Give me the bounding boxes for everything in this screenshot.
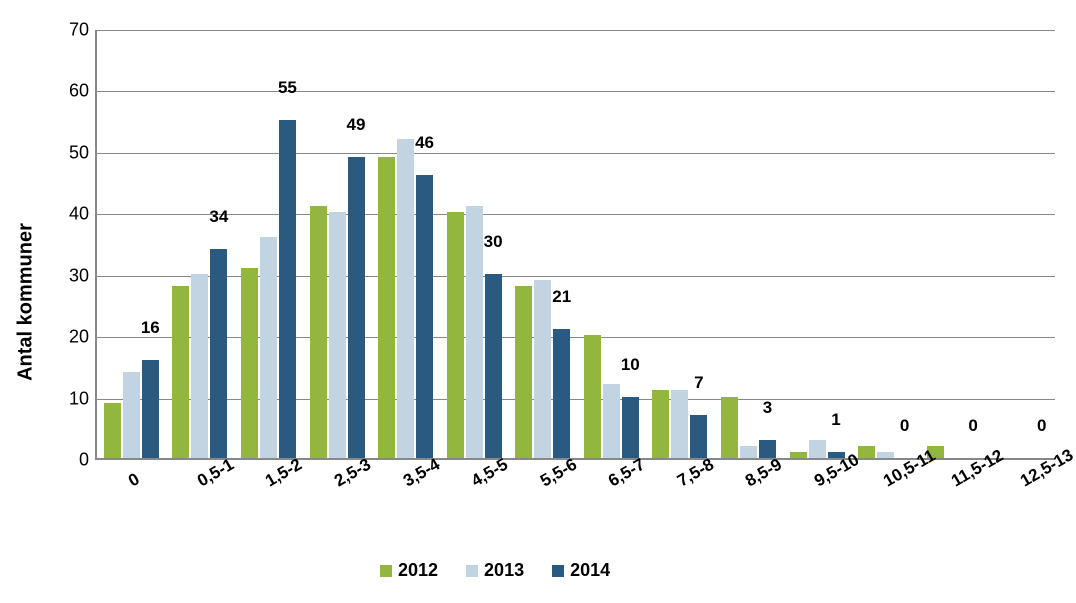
legend-swatch bbox=[552, 565, 564, 577]
chart-container: Antal kommuner 1634554946302110731000 01… bbox=[0, 0, 1076, 603]
value-label: 7 bbox=[694, 373, 703, 393]
bar bbox=[858, 446, 875, 458]
y-tick-label: 40 bbox=[69, 204, 97, 225]
bar bbox=[210, 249, 227, 458]
bar bbox=[397, 139, 414, 458]
y-tick-label: 10 bbox=[69, 388, 97, 409]
bar bbox=[622, 397, 639, 458]
y-tick-label: 0 bbox=[79, 450, 97, 471]
value-label: 1 bbox=[831, 410, 840, 430]
bar bbox=[329, 212, 346, 458]
bar bbox=[534, 280, 551, 458]
bar bbox=[877, 452, 894, 458]
bar bbox=[104, 403, 121, 458]
value-label: 0 bbox=[968, 416, 977, 436]
bar bbox=[740, 446, 757, 458]
x-tick-label: 8,5-9 bbox=[742, 455, 786, 492]
bar bbox=[690, 415, 707, 458]
legend-label: 2012 bbox=[398, 560, 438, 581]
bar bbox=[241, 268, 258, 458]
y-tick-label: 70 bbox=[69, 20, 97, 41]
bar bbox=[260, 237, 277, 458]
x-tick-label: 0,5-1 bbox=[194, 455, 238, 492]
bar bbox=[447, 212, 464, 458]
bar bbox=[191, 274, 208, 458]
bar bbox=[603, 384, 620, 458]
y-axis-title: Antal kommuner bbox=[14, 223, 37, 381]
value-label: 49 bbox=[347, 115, 366, 135]
value-label: 55 bbox=[278, 78, 297, 98]
bar bbox=[310, 206, 327, 458]
legend-swatch bbox=[466, 565, 478, 577]
x-tick-label: 2,5-3 bbox=[331, 455, 375, 492]
legend-item: 2012 bbox=[380, 560, 438, 581]
bar bbox=[378, 157, 395, 458]
bar bbox=[790, 452, 807, 458]
value-label: 10 bbox=[621, 355, 640, 375]
y-tick-label: 20 bbox=[69, 327, 97, 348]
plot-area: 1634554946302110731000 01020304050607000… bbox=[95, 30, 1055, 460]
bar bbox=[553, 329, 570, 458]
legend: 2012 2013 2014 bbox=[380, 560, 610, 581]
bar bbox=[584, 335, 601, 458]
bar bbox=[809, 440, 826, 458]
y-tick-label: 50 bbox=[69, 142, 97, 163]
y-tick-label: 30 bbox=[69, 265, 97, 286]
bar bbox=[279, 120, 296, 458]
bar bbox=[172, 286, 189, 458]
bar bbox=[348, 157, 365, 458]
x-tick-label: 7,5-8 bbox=[674, 455, 718, 492]
bar bbox=[142, 360, 159, 458]
x-tick-label: 4,5-5 bbox=[468, 455, 512, 492]
x-tick-label: 5,5-6 bbox=[537, 455, 581, 492]
value-label: 30 bbox=[484, 232, 503, 252]
x-tick-label: 1,5-2 bbox=[262, 455, 306, 492]
bar bbox=[485, 274, 502, 458]
bar bbox=[123, 372, 140, 458]
value-label: 0 bbox=[1037, 416, 1046, 436]
bars-layer: 1634554946302110731000 bbox=[97, 30, 1055, 458]
legend-item: 2013 bbox=[466, 560, 524, 581]
bar bbox=[466, 206, 483, 458]
bar bbox=[515, 286, 532, 458]
legend-item: 2014 bbox=[552, 560, 610, 581]
x-tick-label: 0 bbox=[125, 469, 143, 491]
value-label: 16 bbox=[141, 318, 160, 338]
value-label: 34 bbox=[209, 207, 228, 227]
value-label: 3 bbox=[763, 398, 772, 418]
bar bbox=[671, 390, 688, 458]
y-tick-label: 60 bbox=[69, 81, 97, 102]
x-tick-label: 6,5-7 bbox=[605, 455, 649, 492]
legend-label: 2013 bbox=[484, 560, 524, 581]
value-label: 21 bbox=[552, 287, 571, 307]
legend-swatch bbox=[380, 565, 392, 577]
bar bbox=[652, 390, 669, 458]
value-label: 46 bbox=[415, 133, 434, 153]
bar bbox=[416, 175, 433, 458]
legend-label: 2014 bbox=[570, 560, 610, 581]
bar bbox=[721, 397, 738, 458]
x-tick-label: 3,5-4 bbox=[400, 455, 444, 492]
value-label: 0 bbox=[900, 416, 909, 436]
